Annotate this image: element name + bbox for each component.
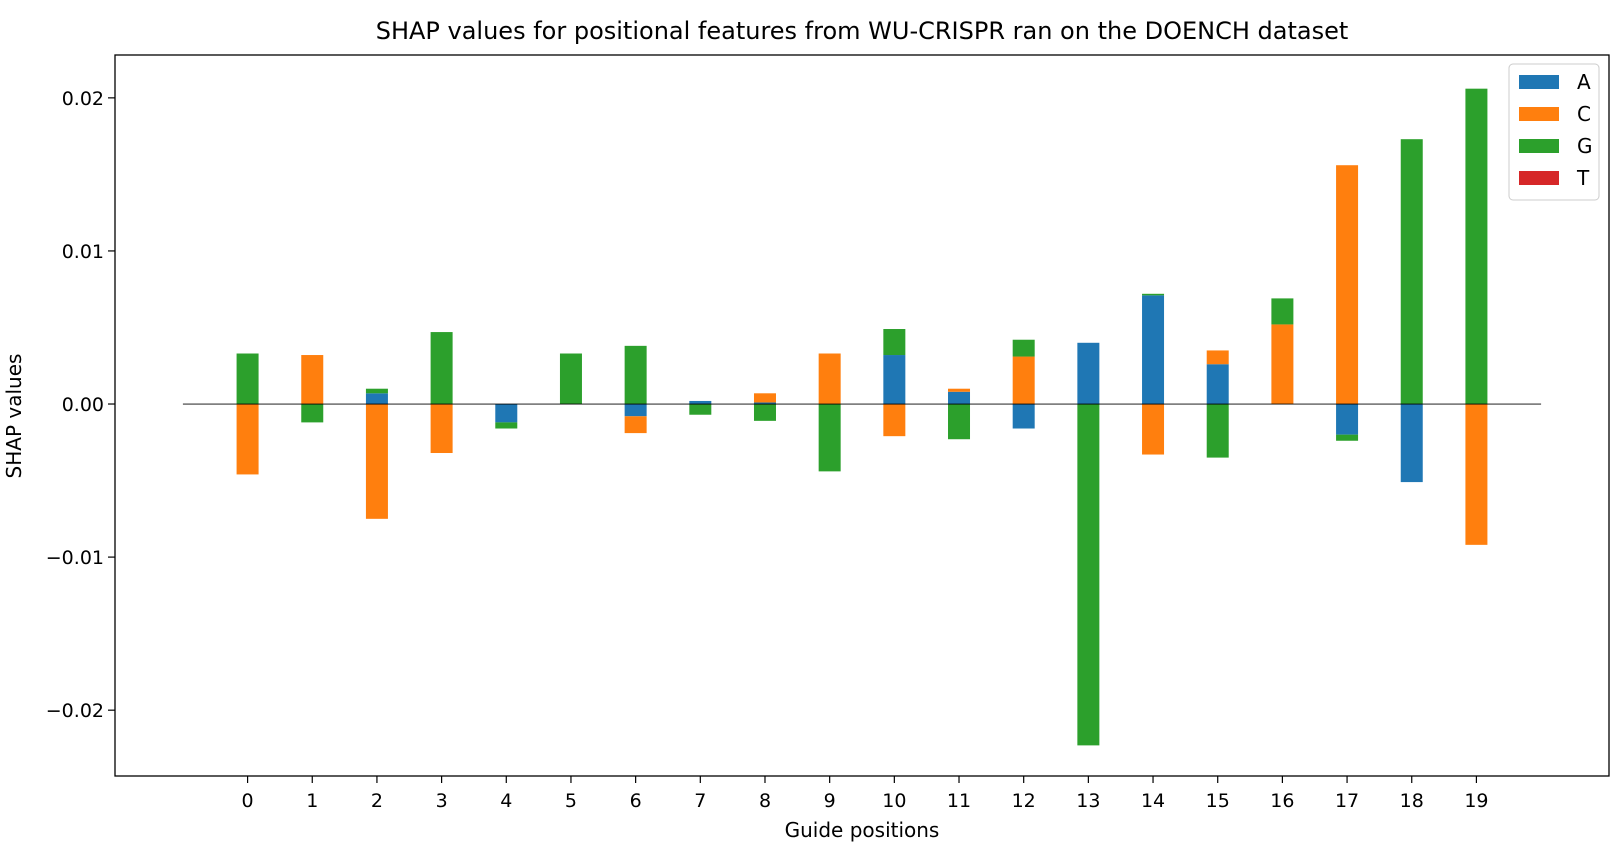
bar-A-pos-13 (1077, 342, 1100, 405)
bar-A-pos-7 (689, 400, 712, 405)
bar-A-pos-17 (1336, 404, 1359, 435)
bar-G-pos-9 (818, 404, 841, 472)
x-tick-label: 17 (1335, 790, 1359, 812)
bar-G-pos-5 (559, 353, 582, 405)
bar-G-pos-4 (495, 422, 518, 429)
x-tick-label: 7 (694, 790, 706, 812)
bar-G-pos-15 (1206, 404, 1229, 458)
x-tick-label: 2 (371, 790, 383, 812)
bar-A-pos-6 (624, 404, 647, 417)
x-tick-label: 10 (882, 790, 906, 812)
x-tick-label: 13 (1076, 790, 1100, 812)
legend-label-A: A (1577, 70, 1591, 94)
legend-swatch-T (1519, 171, 1559, 185)
bar-G-pos-2 (365, 388, 388, 394)
bar-A-pos-4 (495, 404, 518, 423)
bar-G-pos-17 (1336, 434, 1359, 441)
bar-A-pos-2 (365, 393, 388, 405)
legend-swatch-C (1519, 107, 1559, 121)
bar-C-pos-2 (365, 404, 388, 519)
legend-swatch-G (1519, 139, 1559, 153)
bar-G-pos-12 (1012, 339, 1035, 357)
legend-box (1508, 63, 1600, 201)
bar-C-pos-10 (883, 404, 906, 437)
bar-G-pos-18 (1400, 139, 1423, 405)
x-tick-label: 8 (759, 790, 771, 812)
y-tick-label: 0.00 (62, 394, 104, 416)
x-axis-label: Guide positions (785, 818, 940, 842)
axes-group: 0.020.010.00−0.01−0.020 1 2 3 4 5 6 7 8 9 10 11 12 13… (46, 54, 1610, 812)
bar-C-pos-0 (236, 404, 259, 475)
bar-A-pos-11 (948, 391, 971, 405)
x-tick-label: 11 (947, 790, 971, 812)
bar-G-pos-16 (1271, 298, 1294, 325)
bar-C-pos-14 (1142, 404, 1165, 455)
x-tick-label: 5 (565, 790, 577, 812)
bar-G-pos-0 (236, 353, 259, 405)
plot-frame (114, 54, 1610, 777)
bar-C-pos-8 (753, 393, 776, 403)
bar-C-pos-1 (301, 355, 324, 405)
x-tick-label: 9 (824, 790, 836, 812)
y-tick-label: 0.02 (62, 88, 104, 110)
legend-swatch-A (1519, 75, 1559, 89)
bar-A-pos-10 (883, 355, 906, 405)
bar-C-pos-3 (430, 404, 453, 454)
x-tick-label: 1 (306, 790, 318, 812)
bar-C-pos-12 (1012, 356, 1035, 405)
x-tick-label: 18 (1400, 790, 1424, 812)
bar-G-pos-3 (430, 332, 453, 405)
bar-G-pos-6 (624, 345, 647, 405)
bar-G-pos-8 (753, 404, 776, 421)
x-tick-label: 0 (242, 790, 254, 812)
bar-C-pos-17 (1336, 165, 1359, 405)
bar-G-pos-14 (1142, 293, 1165, 296)
bar-G-pos-1 (301, 404, 324, 423)
legend-label-T: T (1576, 166, 1590, 190)
x-tick-label: 14 (1141, 790, 1165, 812)
bar-C-pos-6 (624, 416, 647, 434)
legend-label-C: C (1577, 102, 1591, 126)
bar-A-pos-12 (1012, 404, 1035, 429)
x-tick-label: 19 (1464, 790, 1488, 812)
y-tick-label: 0.01 (62, 241, 104, 263)
bar-A-pos-8 (753, 402, 776, 405)
x-tick-label: 15 (1206, 790, 1230, 812)
x-tick-label: 6 (630, 790, 642, 812)
y-tick-label: −0.01 (46, 547, 104, 569)
bars-group (236, 88, 1488, 746)
chart-title: SHAP values for positional features from… (376, 17, 1349, 45)
bar-C-pos-9 (818, 353, 841, 405)
x-tick-label: 12 (1012, 790, 1036, 812)
bar-A-pos-18 (1400, 404, 1423, 483)
bar-C-pos-15 (1206, 350, 1229, 365)
bar-C-pos-19 (1465, 404, 1488, 545)
bar-C-pos-11 (948, 388, 971, 392)
legend-label-G: G (1577, 134, 1593, 158)
bar-C-pos-16 (1271, 324, 1294, 405)
x-tick-label: 16 (1270, 790, 1294, 812)
bar-A-pos-15 (1206, 364, 1229, 405)
bar-G-pos-7 (689, 404, 712, 415)
y-axis-label: SHAP values (2, 354, 26, 479)
x-tick-label: 4 (500, 790, 512, 812)
bar-G-pos-13 (1077, 404, 1100, 746)
bar-A-pos-14 (1142, 295, 1165, 405)
x-tick-label: 3 (436, 790, 448, 812)
bar-G-pos-11 (948, 404, 971, 440)
bar-G-pos-19 (1465, 88, 1488, 405)
bar-G-pos-10 (883, 329, 906, 356)
y-tick-label: −0.02 (46, 700, 104, 722)
